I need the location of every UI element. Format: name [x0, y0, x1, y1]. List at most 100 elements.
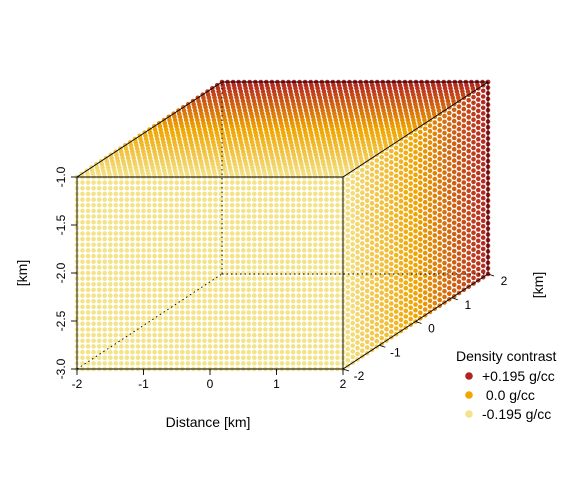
data-point-front — [108, 298, 113, 304]
data-point-front — [91, 231, 96, 236]
data-point-side — [345, 205, 351, 210]
data-point-front — [124, 214, 130, 219]
data-point-front — [108, 180, 113, 185]
data-point-side — [437, 286, 443, 292]
data-point-side — [374, 276, 380, 282]
data-point-side — [369, 200, 375, 206]
data-point-front — [290, 298, 296, 304]
data-point-front — [290, 293, 296, 298]
data-point-front — [141, 332, 146, 338]
data-point-side — [456, 211, 462, 217]
data-point-front — [318, 259, 324, 265]
data-point-front — [301, 180, 307, 185]
data-point-front — [252, 321, 257, 327]
data-point-front — [113, 332, 119, 338]
data-point-side — [427, 275, 433, 281]
data-point-front — [268, 231, 274, 236]
data-point-side — [393, 156, 399, 162]
data-point-side — [466, 205, 472, 210]
data-point-front — [274, 214, 279, 219]
data-point-side — [461, 281, 467, 287]
data-point-front — [313, 180, 318, 185]
data-point-front — [108, 214, 113, 219]
data-point-front — [113, 287, 119, 293]
data-point-side — [403, 240, 409, 246]
data-point-front — [113, 225, 119, 231]
data-point-side — [471, 202, 476, 207]
data-point-side — [456, 166, 462, 172]
data-point-front — [196, 355, 202, 361]
data-point-front — [102, 236, 107, 242]
data-point-front — [80, 355, 85, 361]
data-point-side — [345, 228, 351, 233]
data-point-side — [398, 277, 404, 283]
data-point-side — [408, 215, 414, 220]
data-point-side — [374, 197, 380, 203]
data-point-front — [241, 236, 246, 242]
data-point-side — [461, 202, 467, 208]
data-point-front — [85, 355, 91, 361]
data-point-front — [80, 304, 85, 310]
data-point-side — [374, 338, 380, 344]
data-point-side — [403, 314, 409, 319]
data-point-side — [466, 267, 472, 273]
data-point-front — [313, 236, 318, 242]
data-point-side — [427, 157, 433, 162]
data-point-front — [246, 304, 252, 310]
data-point-front — [130, 270, 135, 276]
data-point-front — [130, 253, 135, 259]
data-point-front — [241, 298, 246, 304]
data-point-side — [398, 170, 404, 176]
data-point-side — [384, 287, 389, 293]
data-point-front — [135, 361, 141, 366]
data-point-side — [427, 304, 433, 309]
data-point-front — [290, 321, 296, 327]
data-point-front — [301, 259, 307, 265]
data-point-side — [418, 146, 423, 152]
data-point-front — [279, 248, 285, 253]
data-point-front — [85, 248, 91, 253]
data-point-front — [185, 191, 191, 197]
data-point-side — [369, 296, 375, 302]
data-point-side — [418, 253, 423, 259]
data-point-front — [196, 197, 202, 202]
data-point-front — [235, 287, 240, 293]
data-point-side — [393, 326, 399, 331]
data-point-side — [398, 176, 404, 181]
data-point-front — [185, 265, 191, 270]
data-point-front — [274, 191, 279, 197]
data-point-side — [447, 189, 452, 195]
data-point-front — [229, 186, 235, 191]
data-point-front — [213, 293, 218, 298]
data-point-front — [290, 219, 296, 225]
data-point-front — [207, 361, 213, 366]
data-point-side — [389, 323, 394, 329]
data-point-front — [307, 293, 313, 298]
data-point-front — [91, 355, 96, 361]
data-point-front — [224, 231, 229, 236]
data-point-front — [241, 242, 246, 248]
data-point-front — [207, 304, 213, 310]
data-point-side — [384, 259, 389, 264]
data-point-front — [146, 259, 152, 265]
data-point-front — [307, 310, 313, 315]
data-point-side — [422, 279, 428, 284]
data-point-front — [235, 259, 240, 265]
data-point-side — [393, 145, 399, 151]
data-point-front — [329, 349, 335, 355]
data-point-front — [263, 361, 268, 366]
data-point-front — [268, 236, 274, 242]
data-point-front — [274, 310, 279, 315]
data-point-front — [224, 282, 229, 287]
data-point-front — [163, 219, 168, 225]
data-point-front — [213, 327, 218, 332]
data-point-front — [279, 332, 285, 338]
data-point-front — [124, 344, 130, 349]
data-point-front — [213, 202, 218, 208]
data-point-front — [113, 338, 119, 344]
data-point-front — [335, 287, 340, 293]
data-point-front — [263, 248, 268, 253]
data-point-side — [432, 176, 438, 182]
data-point-side — [364, 300, 370, 305]
data-point-front — [335, 332, 340, 338]
